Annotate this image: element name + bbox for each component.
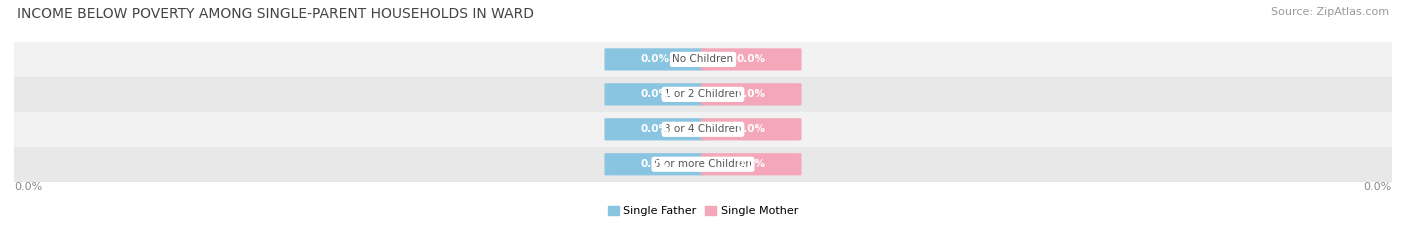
FancyBboxPatch shape [605,83,704,106]
FancyBboxPatch shape [605,153,704,175]
Text: 0.0%: 0.0% [14,182,42,192]
Text: 0.0%: 0.0% [737,55,766,64]
Text: 0.0%: 0.0% [640,124,669,134]
Bar [14,112,1392,147]
Text: 1 or 2 Children: 1 or 2 Children [664,89,742,99]
Legend: Single Father, Single Mother: Single Father, Single Mother [603,202,803,221]
Text: 0.0%: 0.0% [1364,182,1392,192]
FancyBboxPatch shape [605,48,704,71]
FancyBboxPatch shape [605,118,704,140]
Text: No Children: No Children [672,55,734,64]
Bar [14,77,1392,112]
Text: 0.0%: 0.0% [737,89,766,99]
Text: INCOME BELOW POVERTY AMONG SINGLE-PARENT HOUSEHOLDS IN WARD: INCOME BELOW POVERTY AMONG SINGLE-PARENT… [17,7,534,21]
Text: 3 or 4 Children: 3 or 4 Children [664,124,742,134]
Text: 0.0%: 0.0% [640,159,669,169]
FancyBboxPatch shape [702,48,801,71]
Bar [14,147,1392,182]
Text: 0.0%: 0.0% [737,124,766,134]
FancyBboxPatch shape [702,153,801,175]
Text: Source: ZipAtlas.com: Source: ZipAtlas.com [1271,7,1389,17]
Text: 5 or more Children: 5 or more Children [654,159,752,169]
Text: 0.0%: 0.0% [640,55,669,64]
FancyBboxPatch shape [702,83,801,106]
Text: 0.0%: 0.0% [737,159,766,169]
FancyBboxPatch shape [702,118,801,140]
Bar [14,42,1392,77]
Text: 0.0%: 0.0% [640,89,669,99]
